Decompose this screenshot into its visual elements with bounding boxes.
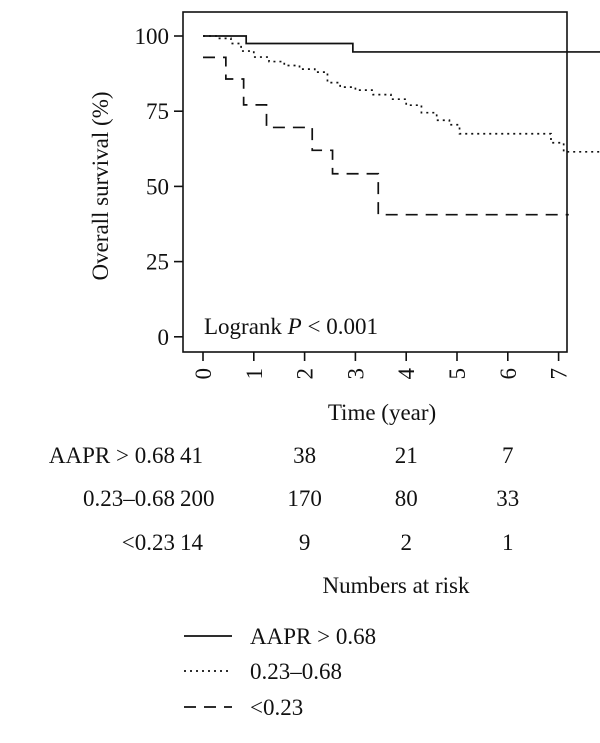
y-tick-label: 100 — [135, 24, 170, 49]
risk-row-label: AAPR > 0.68 — [49, 443, 175, 468]
y-axis: 0 25 50 75 100 — [135, 24, 183, 350]
x-tick-label: 3 — [343, 368, 368, 380]
x-tick-label: 0 — [191, 368, 216, 380]
survival-curves — [203, 35, 600, 216]
x-tick-label: 1 — [242, 368, 267, 380]
legend-label: 0.23–0.68 — [250, 659, 342, 684]
risk-count: 38 — [293, 443, 316, 468]
series-line-0-23-0-68 — [203, 35, 600, 153]
logrank-annotation: Logrank P < 0.001 — [204, 314, 378, 339]
risk-count: 2 — [400, 530, 412, 555]
x-tick-label: 4 — [394, 368, 419, 380]
risk-row-label: 0.23–0.68 — [83, 486, 175, 511]
risk-count: 21 — [395, 443, 418, 468]
x-tick-label: 2 — [293, 368, 318, 380]
risk-count: 41 — [180, 443, 203, 468]
legend: AAPR > 0.68 0.23–0.68 <0.23 — [184, 624, 376, 720]
logrank-prefix: Logrank — [204, 314, 288, 339]
risk-count: 80 — [395, 486, 418, 511]
risk-table: AAPR > 0.68 41 38 21 70.23–0.68 200 170 80 33<0.… — [49, 443, 519, 555]
risk-count: 33 — [496, 486, 519, 511]
logrank-p: P — [287, 314, 302, 339]
x-tick-label: 5 — [445, 368, 470, 380]
x-tick-label: 6 — [496, 368, 521, 380]
risk-count: 14 — [180, 530, 204, 555]
risk-count: 9 — [299, 530, 311, 555]
x-axis-label: Time (year) — [328, 400, 436, 425]
risk-count: 7 — [502, 443, 514, 468]
risk-table-title: Numbers at risk — [323, 573, 470, 598]
legend-label: <0.23 — [250, 695, 303, 720]
risk-row-label: <0.23 — [122, 530, 175, 555]
y-axis-label: Overall survival (%) — [88, 91, 113, 280]
risk-count: 200 — [180, 486, 215, 511]
series-line-aapr-0-68 — [203, 35, 600, 53]
plot-frame — [182, 11, 568, 353]
series-line-0-23 — [203, 56, 569, 216]
logrank-suffix: < 0.001 — [302, 314, 378, 339]
x-axis: 0 1 2 3 4 5 6 7 — [191, 352, 572, 380]
y-tick-label: 50 — [146, 174, 169, 199]
y-tick-label: 25 — [146, 250, 169, 275]
risk-count: 1 — [502, 530, 514, 555]
x-tick-label: 7 — [547, 368, 572, 380]
legend-label: AAPR > 0.68 — [250, 624, 376, 649]
y-tick-label: 75 — [146, 99, 169, 124]
y-tick-label: 0 — [158, 325, 170, 350]
risk-count: 170 — [287, 486, 322, 511]
